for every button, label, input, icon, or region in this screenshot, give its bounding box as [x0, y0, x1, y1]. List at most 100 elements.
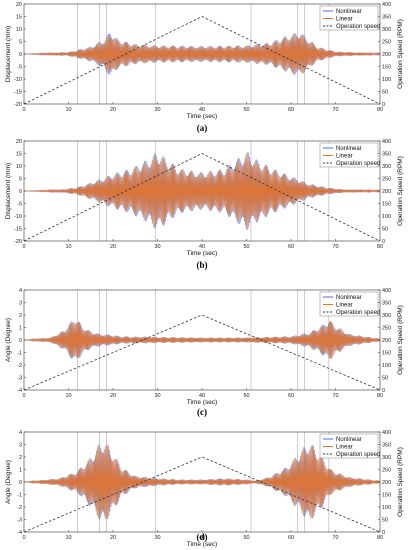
- y2-tick-label: 250: [382, 40, 391, 46]
- x-tick-label: 70: [332, 393, 338, 399]
- x-tick-label: 20: [110, 535, 116, 541]
- series-line-nonlinear: [24, 151, 380, 230]
- x-axis-label: Time (sec): [187, 541, 217, 548]
- panel-caption: (a): [197, 123, 208, 133]
- y2-tick-label: 400: [382, 288, 391, 294]
- series-line-linear: [24, 154, 380, 229]
- x-tick-label: 10: [65, 244, 71, 250]
- series-line-nonlinear: [24, 321, 380, 360]
- y-tick-label: 10: [16, 27, 22, 33]
- y2-tick-label: 200: [382, 189, 391, 195]
- y2-tick-label: 0: [382, 102, 385, 108]
- x-tick-label: 50: [243, 107, 249, 113]
- x-tick-label: 50: [243, 535, 249, 541]
- series-line-linear: [24, 34, 380, 74]
- y2-tick-label: 0: [382, 388, 385, 394]
- y-tick-label: -10: [14, 214, 22, 220]
- y-tick-label: 2: [19, 455, 22, 461]
- y-tick-label: 0: [19, 480, 22, 486]
- y-tick-label: 4: [19, 288, 22, 294]
- x-tick-label: 40: [199, 393, 205, 399]
- y-axis-label: Displacement (mm): [5, 163, 12, 219]
- legend-entry-label: Operation speed: [336, 24, 380, 30]
- y-tick-label: 0: [19, 338, 22, 344]
- series-group: [24, 16, 380, 104]
- y2-tick-label: 0: [382, 239, 385, 245]
- y2-tick-label: 300: [382, 455, 391, 461]
- x-tick-label: 50: [243, 244, 249, 250]
- panel-caption: (d): [197, 532, 208, 542]
- y2-tick-label: 250: [382, 326, 391, 332]
- series-line-linear: [24, 444, 380, 520]
- chart-panel: 0 10 20 30 40 50 60 70 80-20-15-10-5051015200501…: [5, 139, 404, 270]
- y2-tick-label: 150: [382, 351, 391, 357]
- y-tick-label: 20: [16, 139, 22, 145]
- legend-entry-label: Nonlinear: [336, 437, 362, 443]
- y-tick-label: -15: [14, 227, 22, 233]
- x-tick-label: 0: [22, 107, 25, 113]
- x-tick-label: 60: [288, 393, 294, 399]
- y2-tick-label: 0: [382, 530, 385, 536]
- y2-tick-label: 100: [382, 363, 391, 369]
- y-tick-label: 5: [19, 40, 22, 46]
- y-tick-label: -4: [17, 530, 22, 536]
- y-tick-label: 10: [16, 164, 22, 170]
- y-tick-label: 3: [19, 301, 22, 307]
- y-tick-label: 0: [19, 52, 22, 58]
- chart-panel: 0 10 20 30 40 50 60 70 80-4-3-2-1012340501001502…: [5, 430, 404, 548]
- x-tick-label: 80: [377, 107, 383, 113]
- x-tick-label: 20: [110, 107, 116, 113]
- y2-tick-label: 350: [382, 152, 391, 158]
- y-tick-label: -3: [17, 518, 22, 524]
- x-tick-label: 0: [22, 244, 25, 250]
- y2-tick-label: 400: [382, 139, 391, 145]
- x-tick-label: 50: [243, 393, 249, 399]
- x-tick-label: 30: [154, 107, 160, 113]
- y-tick-label: 0: [19, 189, 22, 195]
- y2-tick-label: 150: [382, 493, 391, 499]
- series-group: [24, 151, 380, 241]
- y2-tick-label: 200: [382, 338, 391, 344]
- y2-tick-label: 100: [382, 77, 391, 83]
- series-line-operation-speed: [24, 153, 380, 241]
- y-tick-label: -1: [17, 351, 22, 357]
- y2-tick-label: 100: [382, 505, 391, 511]
- legend-entry-label: Linear: [336, 17, 353, 23]
- y-tick-label: -5: [17, 202, 22, 208]
- x-tick-label: 10: [65, 107, 71, 113]
- y-tick-label: 15: [16, 152, 22, 158]
- y-tick-label: -3: [17, 376, 22, 382]
- series-line-operation-speed: [24, 456, 380, 532]
- y2-axis-label: Operation Speed (RPM): [397, 305, 404, 375]
- y-tick-label: -4: [17, 388, 22, 394]
- y2-tick-label: 250: [382, 468, 391, 474]
- x-tick-label: 10: [65, 535, 71, 541]
- y2-tick-label: 350: [382, 301, 391, 307]
- x-axis-label: Time (sec): [187, 399, 217, 406]
- x-tick-label: 0: [22, 535, 25, 541]
- legend-entry-label: Operation speed: [336, 310, 380, 316]
- y2-tick-label: 350: [382, 443, 391, 449]
- legend-entry-label: Nonlinear: [336, 9, 362, 15]
- y-tick-label: 4: [19, 430, 22, 436]
- y-tick-label: 3: [19, 443, 22, 449]
- y-axis-label: Angle (Degree): [5, 460, 12, 504]
- x-tick-label: 40: [199, 244, 205, 250]
- x-tick-label: 70: [332, 107, 338, 113]
- legend-entry-label: Linear: [336, 303, 353, 309]
- y-tick-label: -1: [17, 493, 22, 499]
- y-tick-label: -2: [17, 363, 22, 369]
- series-line-operation-speed: [24, 16, 380, 104]
- x-axis-label: Time (sec): [187, 113, 217, 120]
- y2-tick-label: 200: [382, 52, 391, 58]
- y2-tick-label: 150: [382, 65, 391, 71]
- y2-tick-label: 150: [382, 202, 391, 208]
- y2-tick-label: 400: [382, 2, 391, 8]
- y-tick-label: 5: [19, 177, 22, 183]
- x-tick-label: 20: [110, 244, 116, 250]
- x-tick-label: 30: [154, 535, 160, 541]
- y2-axis-label: Operation Speed (RPM): [397, 19, 404, 89]
- series-line-linear: [24, 321, 380, 359]
- x-tick-label: 0: [22, 393, 25, 399]
- x-tick-label: 20: [110, 393, 116, 399]
